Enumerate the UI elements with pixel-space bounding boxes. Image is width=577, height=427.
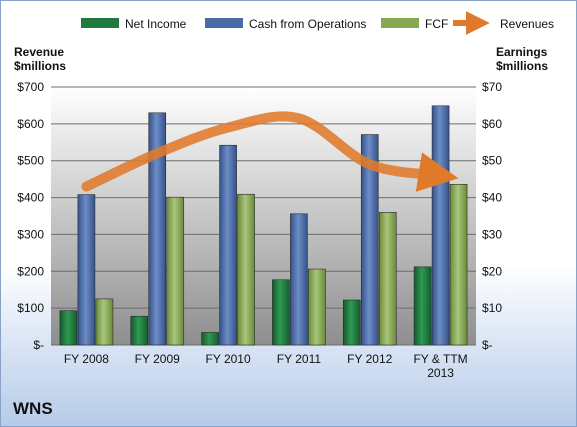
bar-net-income [59,310,78,346]
category-label: FY 2011 [277,352,322,366]
bar-fcf [95,298,114,346]
category-label: FY 2010 [206,352,251,366]
bar-fcf [237,193,255,346]
right-tick-label: $50 [482,154,502,168]
legend-net-income: Net Income [125,17,187,31]
bar-net-income [272,279,290,346]
left-axis-label-2: $millions [14,59,66,73]
left-tick-label: $700 [17,80,44,94]
plot-area [51,87,476,345]
bar-cash-from-operations [431,105,450,346]
category-label: FY 2008 [64,352,109,366]
left-tick-label: $500 [17,154,44,168]
legend-revenues: Revenues [500,17,554,31]
bar-fcf [449,184,468,346]
right-tick-label: $40 [482,191,502,205]
gridlines [51,86,476,346]
right-axis-label-2: $millions [496,59,548,73]
right-tick-label: $20 [482,264,502,278]
bar-net-income [342,299,361,346]
left-tick-label: $100 [17,301,44,315]
revenue-series-line [81,111,459,192]
right-axis-label-1: Earnings [496,45,548,59]
category-label: FY 2012 [347,352,392,366]
legend-cfo: Cash from Operations [249,17,366,31]
category-label: FY & TTM [413,352,467,366]
left-tick-label: $- [33,338,44,352]
axis-ticks: $- $- $100 $10 $200 $20 $300 $30 $400 $40 $500 $50 $… [17,80,502,380]
left-axis-label-1: Revenue [14,45,64,59]
legend-swatch-net-income [81,18,119,28]
right-tick-label: $- [482,338,493,352]
bar-cash-from-operations [360,134,379,346]
left-tick-label: $600 [17,117,44,131]
bar-net-income [130,315,149,346]
bar-fcf [378,212,397,346]
right-tick-label: $70 [482,80,502,94]
right-tick-label: $60 [482,117,502,131]
left-tick-label: $200 [17,264,44,278]
revenue-line [81,111,459,192]
bar-fcf [308,268,326,346]
left-tick-label: $400 [17,191,44,205]
company-name: WNS [13,399,53,418]
bar-cash-from-operations [290,213,308,346]
category-label: 2013 [427,366,454,380]
bar-net-income [413,266,432,346]
bar-cash-from-operations [219,144,237,346]
legend-swatch-cfo [205,18,243,28]
legend-swatch-fcf [381,18,419,28]
right-tick-label: $10 [482,301,502,315]
bar-net-income [201,332,219,346]
legend-fcf: FCF [425,17,448,31]
legend: Net Income Cash from Operations FCF Reve… [81,11,554,35]
right-tick-label: $30 [482,227,502,241]
bar-cash-from-operations [77,194,96,346]
bar-cash-from-operations [148,112,167,346]
bar-fcf [166,196,185,346]
category-label: FY 2009 [135,352,180,366]
bars [59,105,468,346]
left-tick-label: $300 [17,227,44,241]
